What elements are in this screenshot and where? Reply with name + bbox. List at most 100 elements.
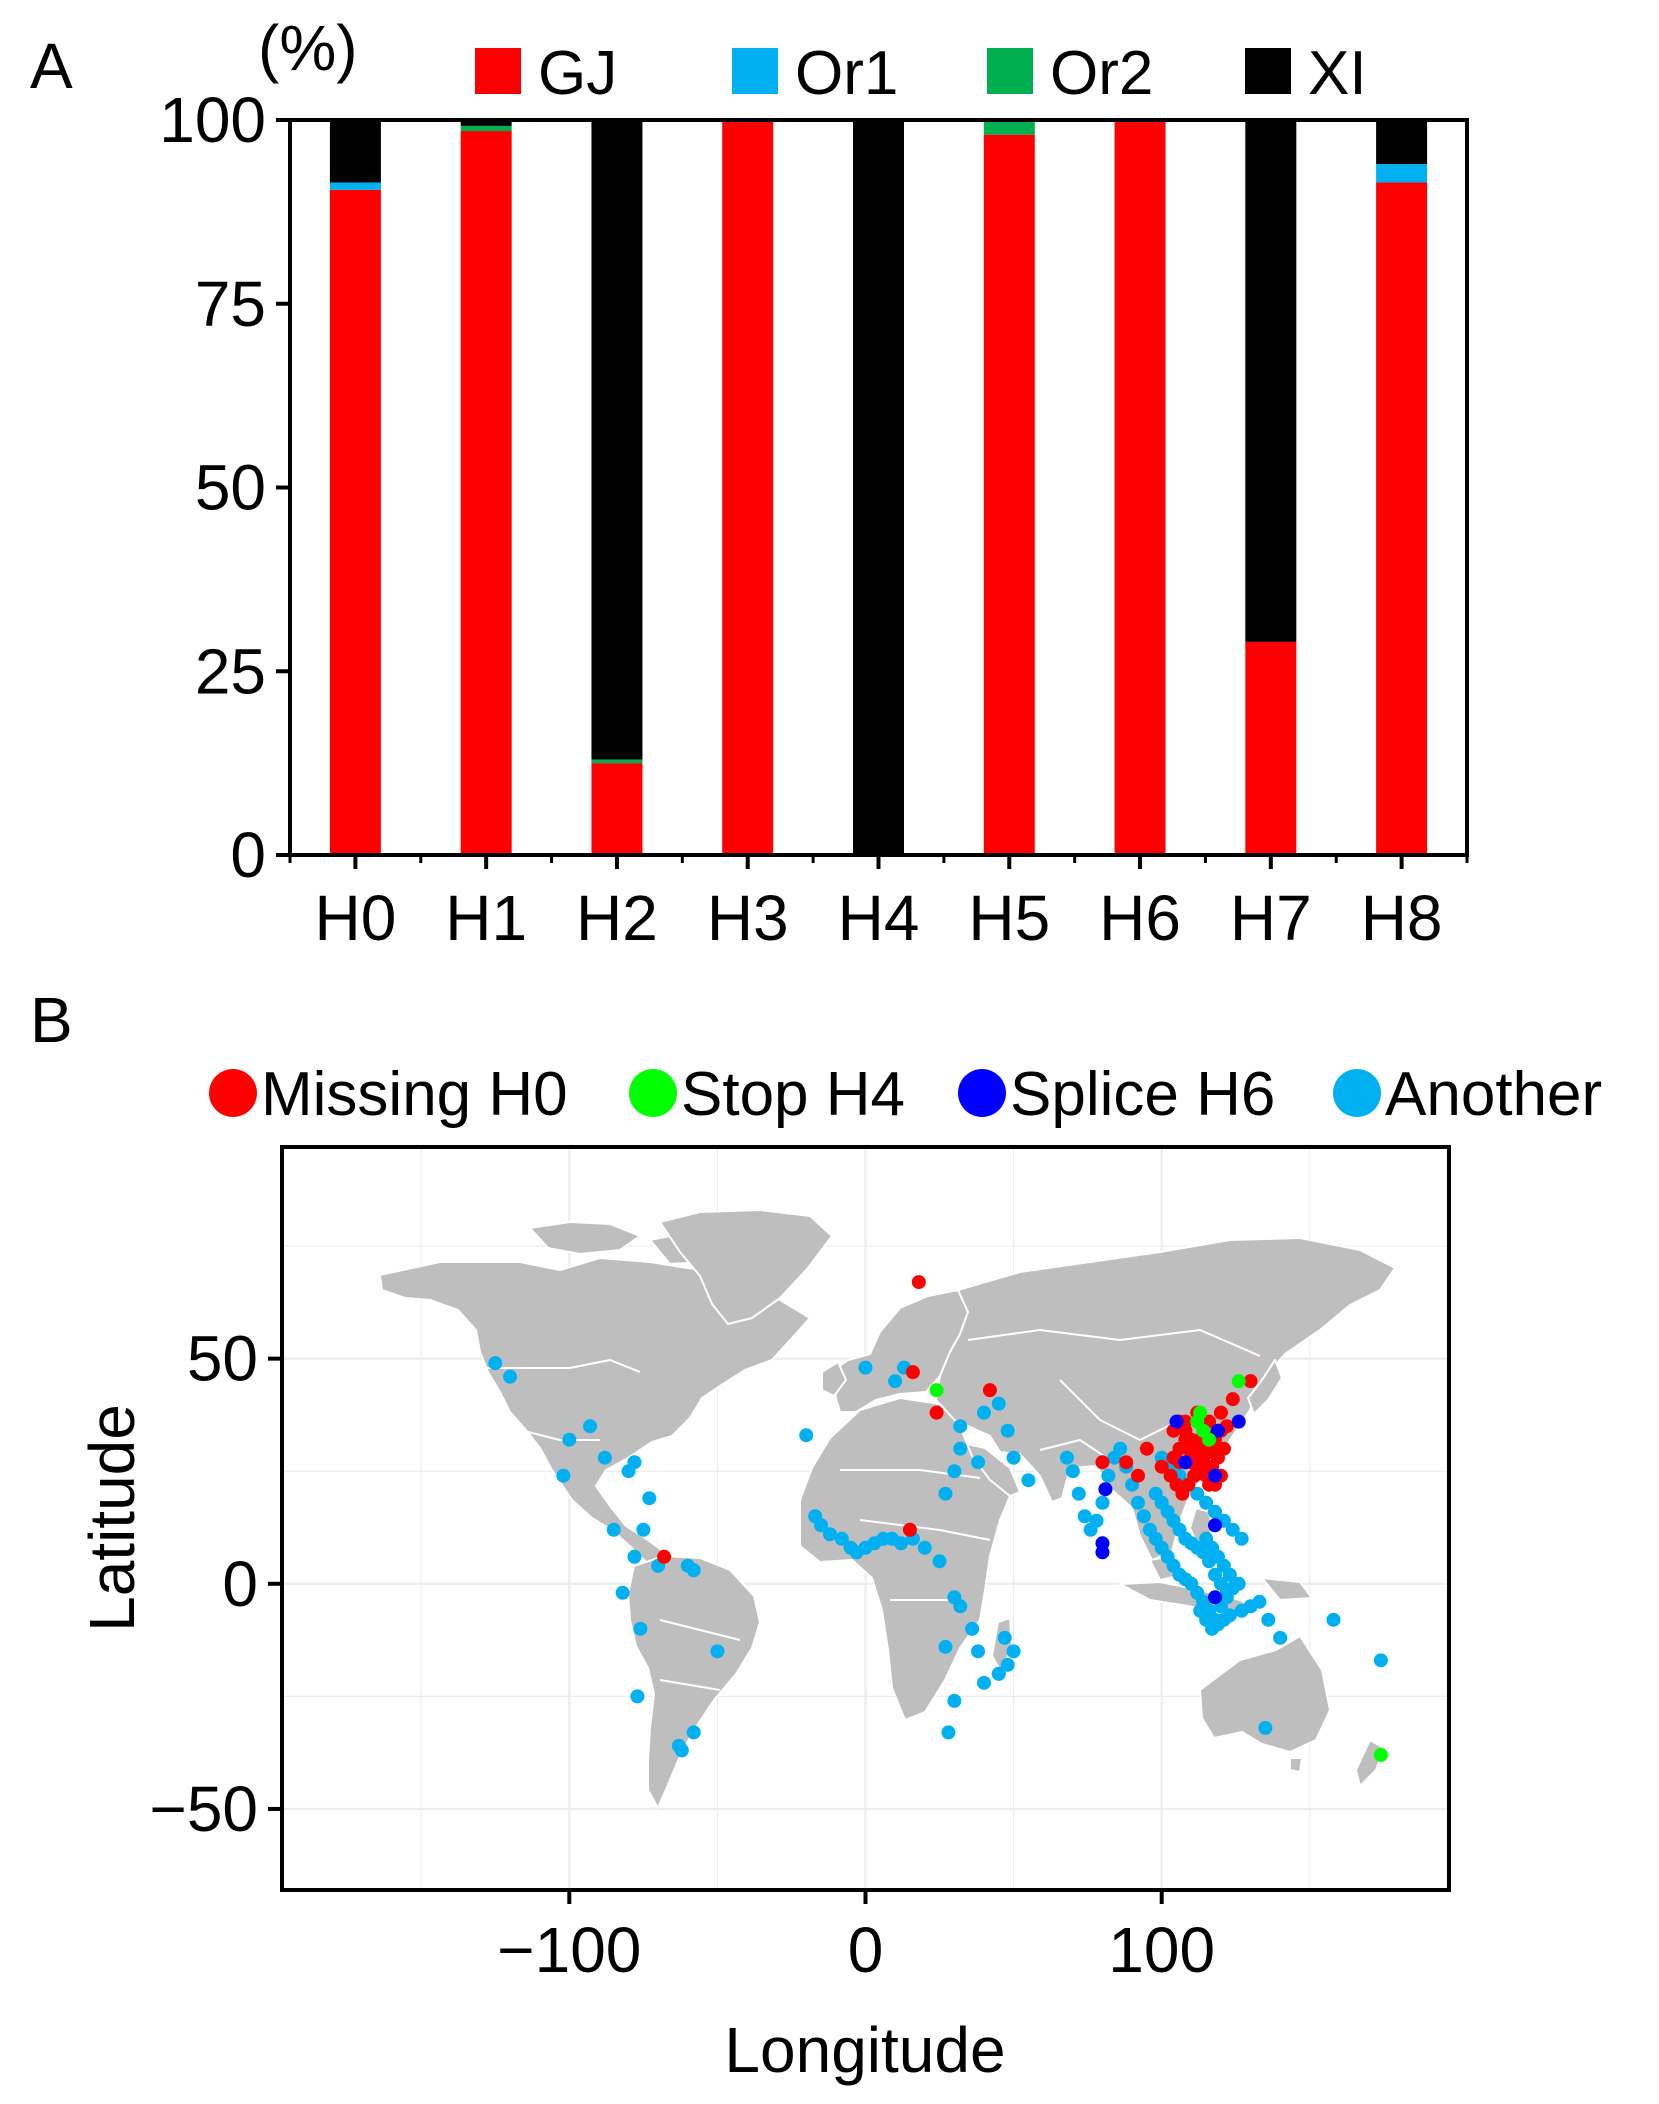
- point-missing-h0-0: [911, 1275, 926, 1290]
- point-another-54: [947, 1464, 962, 1479]
- point-another-51: [1000, 1657, 1015, 1672]
- point-another-41: [953, 1599, 968, 1614]
- y-tick-label-b-0: 0: [222, 1548, 258, 1620]
- point-another-36: [894, 1536, 909, 1551]
- legend-label-or2: Or2: [1050, 39, 1153, 108]
- legend-swatch-gj: [475, 48, 521, 94]
- point-another-58: [976, 1405, 991, 1420]
- point-another-23: [888, 1374, 903, 1389]
- point-another-56: [971, 1455, 986, 1470]
- border-india: [1039, 1439, 1111, 1461]
- point-missing-h0-6: [1095, 1455, 1110, 1470]
- point-another-112: [1208, 1504, 1223, 1519]
- point-another-133: [1326, 1612, 1341, 1627]
- legend-label-splice-h6: Splice H6: [1010, 1060, 1275, 1129]
- point-missing-h0-1: [905, 1365, 920, 1380]
- point-another-53: [953, 1441, 968, 1456]
- point-another-21: [674, 1743, 689, 1758]
- y-tick-label-a-75: 75: [195, 268, 266, 340]
- panel-a-ylabel: (%): [258, 12, 358, 84]
- bars-a: [329, 120, 1428, 856]
- legend-swatch-or1: [732, 48, 778, 94]
- point-another-46: [947, 1693, 962, 1708]
- border-south-america-1: [659, 1619, 741, 1641]
- point-another-11: [627, 1549, 642, 1564]
- point-stop-h4-3: [1202, 1432, 1217, 1447]
- bar-h3-gj: [722, 120, 774, 855]
- point-another-68: [1089, 1513, 1104, 1528]
- point-another-20: [686, 1725, 701, 1740]
- bar-h8-gj: [1376, 182, 1428, 856]
- point-another-111: [1199, 1495, 1214, 1510]
- x-tick-label-b-minus-100: −100: [497, 1914, 641, 1986]
- point-another-19: [710, 1644, 725, 1659]
- greenland: [659, 1209, 833, 1325]
- bar-h1-xi: [460, 120, 512, 126]
- point-another-69: [1095, 1495, 1110, 1510]
- x-tick-label-h1: H1: [445, 882, 527, 954]
- legend-label-another: Another: [1385, 1060, 1602, 1129]
- border-russia: [967, 1329, 1261, 1357]
- y-axis-a: 0 25 50 75 100: [159, 84, 290, 891]
- point-missing-h0-10: [1154, 1459, 1169, 1474]
- border-usa-canada: [480, 1359, 641, 1373]
- bar-h7-gj: [1245, 641, 1297, 855]
- point-another-60: [1000, 1423, 1015, 1438]
- point-another-29: [834, 1531, 849, 1546]
- bar-h8-or1: [1376, 164, 1428, 183]
- point-another-55: [938, 1486, 953, 1501]
- point-another-4: [556, 1468, 571, 1483]
- point-missing-h0-48: [1225, 1392, 1240, 1407]
- border-china-west: [1059, 1379, 1181, 1441]
- point-another-114: [1225, 1522, 1240, 1537]
- point-another-121: [1228, 1576, 1243, 1591]
- point-stop-h4-6: [1373, 1747, 1388, 1762]
- bar-h4-xi: [853, 120, 904, 855]
- point-splice-h6-2: [1208, 1468, 1223, 1483]
- legend-b: Missing H0 Stop H4 Splice H6 Another: [209, 1060, 1602, 1129]
- south-america-landmass: [627, 1555, 761, 1809]
- point-another-10: [606, 1522, 621, 1537]
- point-splice-h6-5: [1095, 1545, 1110, 1560]
- point-another-63: [1059, 1450, 1074, 1465]
- border-africa-2: [859, 1519, 991, 1541]
- border-south-america-2: [659, 1679, 721, 1691]
- y-tick-label-a-0: 0: [230, 819, 266, 891]
- y-tick-label-a-100: 100: [159, 84, 266, 156]
- x-axis-a: H0 H1 H2 H3 H4 H5 H6 H7 H8: [288, 855, 1469, 954]
- point-another-42: [965, 1621, 980, 1636]
- point-missing-h0-9: [1139, 1441, 1154, 1456]
- point-another-27: [814, 1518, 829, 1533]
- legend-dot-another: [1333, 1069, 1381, 1117]
- point-splice-h6-8: [1178, 1455, 1193, 1470]
- point-another-16: [633, 1621, 648, 1636]
- point-another-15: [615, 1585, 630, 1600]
- point-another-132: [1273, 1630, 1288, 1645]
- y-axis-title-b: Latitude: [76, 1404, 148, 1632]
- point-another-115: [1234, 1531, 1249, 1546]
- bar-h6-gj: [1114, 120, 1166, 855]
- point-another-62: [1021, 1473, 1036, 1488]
- x-tick-label-h3: H3: [707, 882, 789, 954]
- japan-islands: [1247, 1359, 1283, 1415]
- bar-h1-or2: [460, 125, 512, 132]
- point-another-70: [1101, 1468, 1116, 1483]
- x-tick-label-h2: H2: [576, 882, 658, 954]
- point-missing-h0-4: [902, 1522, 917, 1537]
- bar-h0-or1: [329, 182, 381, 190]
- legend-label-xi: XI: [1308, 39, 1367, 108]
- point-another-47: [941, 1725, 956, 1740]
- y-tick-label-b-minus-50: −50: [149, 1773, 258, 1845]
- panel-a-letter: A: [30, 30, 73, 102]
- point-another-52: [991, 1666, 1006, 1681]
- bar-h7-xi: [1245, 120, 1297, 642]
- point-missing-h0-42: [1213, 1405, 1228, 1420]
- point-another-110: [1190, 1486, 1205, 1501]
- point-another-39: [932, 1554, 947, 1569]
- border-usa-mexico: [519, 1429, 600, 1441]
- legend-dot-stop-h4: [629, 1069, 677, 1117]
- point-another-38: [917, 1540, 932, 1555]
- point-another-72: [1113, 1441, 1128, 1456]
- uk-island: [821, 1361, 847, 1397]
